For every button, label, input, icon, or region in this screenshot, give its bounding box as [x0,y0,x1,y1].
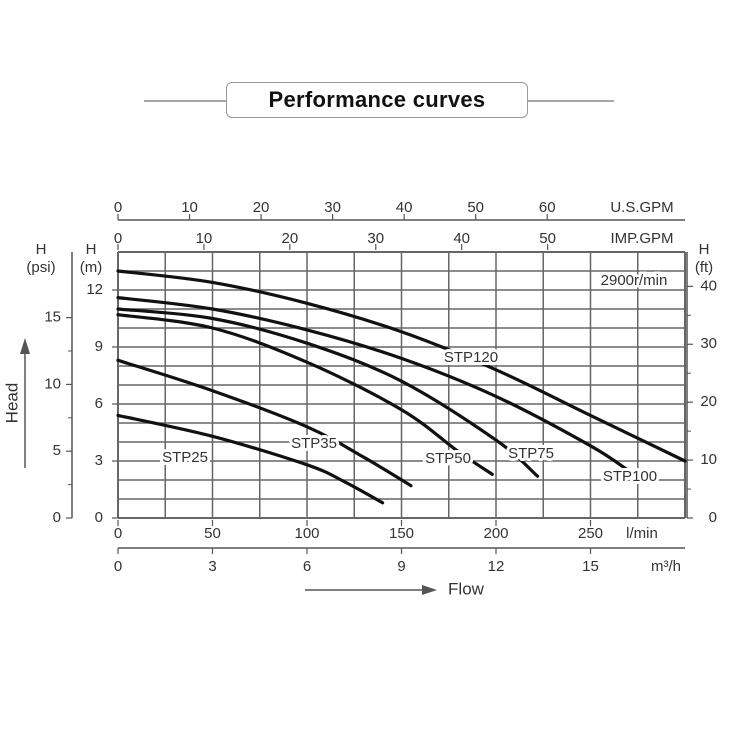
flow-axis-unit-us: U.S.GPM [610,199,673,216]
head-tick-label-ft: 20 [700,393,717,410]
flow-tick-label-m3h: 0 [114,558,122,575]
head-tick-label-psi: 10 [44,375,61,392]
flow-tick-label-us: 60 [539,199,556,216]
flow-tick-label-imp: 0 [114,230,122,247]
head-tick-label-ft: 40 [700,277,717,294]
flow-tick-label-m3h: 3 [208,558,216,575]
series-curve-stp35 [116,358,413,488]
series-curve-stp120 [116,269,687,463]
head-tick-label-psi: 0 [53,509,61,526]
series-curve-stp75 [116,307,540,478]
head-tick-label-psi: 15 [44,309,61,326]
flow-tick-label-us: 10 [181,199,198,216]
flow-tick-label-us: 20 [253,199,270,216]
head-tick-label-m: 9 [95,338,103,355]
head-axis-title: Head [2,383,21,424]
head-axis-symbol-m: H [86,241,97,258]
series-label-stp50: STP50 [425,450,471,467]
head-tick-label-psi: 5 [53,442,61,459]
series-label-stp75: STP75 [508,445,554,462]
flow-tick-label-lmin: 150 [389,525,414,542]
head-axis-symbol-psi: H [36,241,47,258]
flow-arrow-head [422,585,437,595]
flow-tick-label-us: 50 [467,199,484,216]
flow-tick-label-lmin: 200 [483,525,508,542]
head-axis-symbol-ft: H [699,241,710,258]
flow-tick-label-lmin: 0 [114,525,122,542]
head-axis-unit-psi: (psi) [26,259,55,276]
head-axis-unit-ft: (ft) [695,259,713,276]
head-tick-label-m: 6 [95,395,103,412]
series-curve-stp100 [116,296,630,473]
flow-axis-title: Flow [448,579,485,598]
title-rule-right [528,100,614,102]
flow-axis-unit-imp: IMP.GPM [610,230,673,247]
flow-tick-label-m3h: 9 [397,558,405,575]
flow-tick-label-m3h: 12 [488,558,505,575]
flow-tick-label-lmin: 100 [294,525,319,542]
flow-tick-label-imp: 40 [453,230,470,247]
series-label-stp35: STP35 [291,435,337,452]
head-arrow-head [20,338,30,354]
speed-label: 2900r/min [601,272,668,289]
series-curve-stp50 [116,313,494,476]
flow-tick-label-us: 30 [324,199,341,216]
flow-tick-label-lmin: 250 [578,525,603,542]
head-tick-label-m: 12 [86,281,103,298]
flow-tick-label-us: 40 [396,199,413,216]
flow-axis-unit-lmin: l/min [626,525,658,542]
head-tick-label-ft: 30 [700,335,717,352]
head-tick-label-m: 0 [95,509,103,526]
flow-tick-label-us: 0 [114,199,122,216]
flow-tick-label-lmin: 50 [204,525,221,542]
flow-tick-label-m3h: 15 [582,558,599,575]
title-rule-left [144,100,228,102]
series-curve-stp25 [116,413,385,505]
chart-title: Performance curves [268,87,486,112]
flow-tick-label-m3h: 6 [303,558,311,575]
head-axis-unit-m: (m) [80,259,103,276]
flow-tick-label-imp: 20 [281,230,298,247]
head-tick-label-ft: 10 [700,451,717,468]
series-label-stp100: STP100 [603,468,657,485]
head-tick-label-m: 3 [95,452,103,469]
chart-title-box: Performance curves [226,82,528,118]
flow-tick-label-imp: 50 [539,230,556,247]
head-tick-label-ft: 0 [709,509,717,526]
flow-axis-unit-m3h: m³/h [651,558,681,575]
flow-tick-label-imp: 30 [367,230,384,247]
flow-tick-label-imp: 10 [196,230,213,247]
series-label-stp120: STP120 [444,349,498,366]
series-label-stp25: STP25 [162,449,208,466]
